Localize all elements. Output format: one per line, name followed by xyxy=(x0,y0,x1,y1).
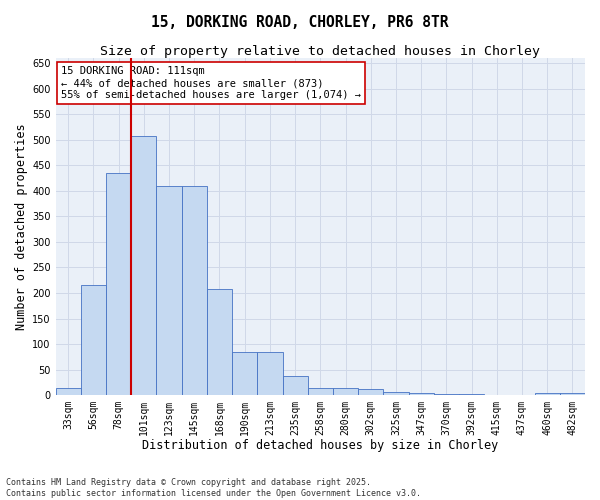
Bar xyxy=(434,394,459,395)
Bar xyxy=(459,394,484,395)
Bar xyxy=(157,186,182,395)
Text: 15, DORKING ROAD, CHORLEY, PR6 8TR: 15, DORKING ROAD, CHORLEY, PR6 8TR xyxy=(151,15,449,30)
Bar xyxy=(182,186,207,395)
Text: 15 DORKING ROAD: 111sqm
← 44% of detached houses are smaller (873)
55% of semi-d: 15 DORKING ROAD: 111sqm ← 44% of detache… xyxy=(61,66,361,100)
Bar xyxy=(383,392,409,395)
Title: Size of property relative to detached houses in Chorley: Size of property relative to detached ho… xyxy=(100,45,541,58)
Bar xyxy=(358,389,383,395)
Bar xyxy=(484,394,509,395)
Bar xyxy=(308,388,333,395)
Bar xyxy=(106,173,131,395)
Bar xyxy=(56,388,81,395)
X-axis label: Distribution of detached houses by size in Chorley: Distribution of detached houses by size … xyxy=(142,440,499,452)
Bar xyxy=(560,393,585,395)
Bar xyxy=(333,388,358,395)
Bar xyxy=(207,290,232,395)
Y-axis label: Number of detached properties: Number of detached properties xyxy=(15,124,28,330)
Bar xyxy=(409,392,434,395)
Bar xyxy=(283,376,308,395)
Bar xyxy=(131,136,157,395)
Text: Contains HM Land Registry data © Crown copyright and database right 2025.
Contai: Contains HM Land Registry data © Crown c… xyxy=(6,478,421,498)
Bar xyxy=(509,394,535,395)
Bar xyxy=(535,393,560,395)
Bar xyxy=(257,352,283,395)
Bar xyxy=(232,352,257,395)
Bar xyxy=(81,286,106,395)
